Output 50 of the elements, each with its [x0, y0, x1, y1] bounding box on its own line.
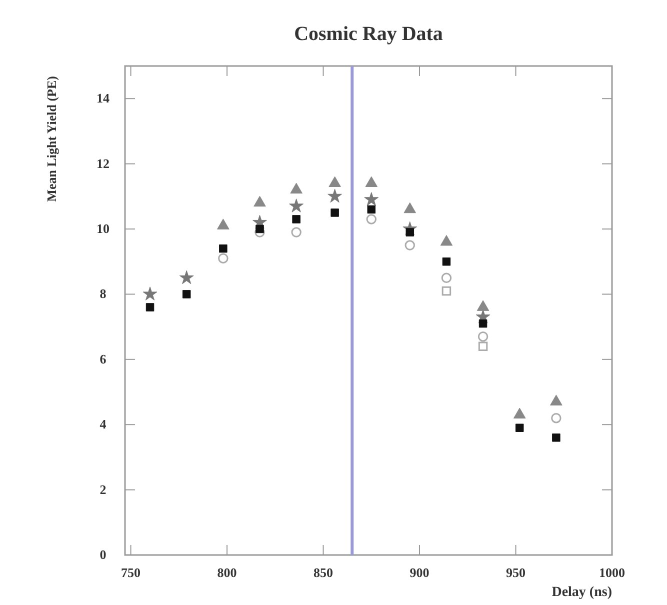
point — [328, 176, 341, 188]
point — [217, 218, 230, 230]
y-tick-label: 4 — [100, 416, 107, 432]
point — [218, 253, 228, 264]
point — [367, 205, 376, 214]
point — [404, 240, 416, 250]
y-tick-label: 10 — [96, 221, 110, 236]
point — [328, 188, 342, 203]
x-tick-label: 1000 — [599, 565, 625, 580]
point — [254, 196, 266, 207]
x-tick-label: 850 — [314, 565, 334, 580]
point — [330, 208, 339, 217]
point — [442, 286, 452, 296]
point — [142, 286, 158, 300]
y-tick-label: 6 — [100, 351, 107, 366]
point — [552, 434, 560, 442]
x-tick-label: 900 — [410, 565, 430, 580]
point — [179, 270, 194, 284]
point — [292, 215, 300, 224]
point — [291, 227, 302, 238]
chart-title: Cosmic Ray Data — [294, 23, 443, 45]
point — [364, 192, 379, 206]
y-tick-label: 14 — [96, 90, 110, 106]
point — [219, 244, 228, 253]
x-tick-label: 950 — [506, 565, 526, 580]
point — [478, 331, 488, 342]
point — [365, 176, 378, 188]
point — [442, 257, 451, 266]
y-tick-label: 0 — [100, 547, 106, 562]
point — [476, 300, 490, 311]
point — [404, 202, 416, 214]
x-axis-title: Delay (ns) — [552, 585, 612, 600]
y-axis-title: Mean Light Yield (PE) — [44, 76, 59, 202]
point — [440, 234, 453, 246]
y-tick-label: 12 — [96, 156, 110, 171]
point — [182, 290, 191, 298]
point — [366, 214, 377, 224]
x-tick-label: 750 — [121, 565, 141, 580]
y-tick-label: 2 — [100, 482, 106, 497]
y-tick-label: 8 — [100, 286, 107, 302]
point — [515, 424, 524, 432]
point — [478, 342, 488, 351]
point — [289, 198, 304, 212]
point — [146, 303, 154, 312]
point — [478, 319, 488, 328]
point — [441, 272, 452, 284]
point — [290, 182, 302, 194]
point — [551, 412, 562, 424]
x-tick-label: 800 — [217, 565, 237, 580]
point — [256, 224, 264, 234]
